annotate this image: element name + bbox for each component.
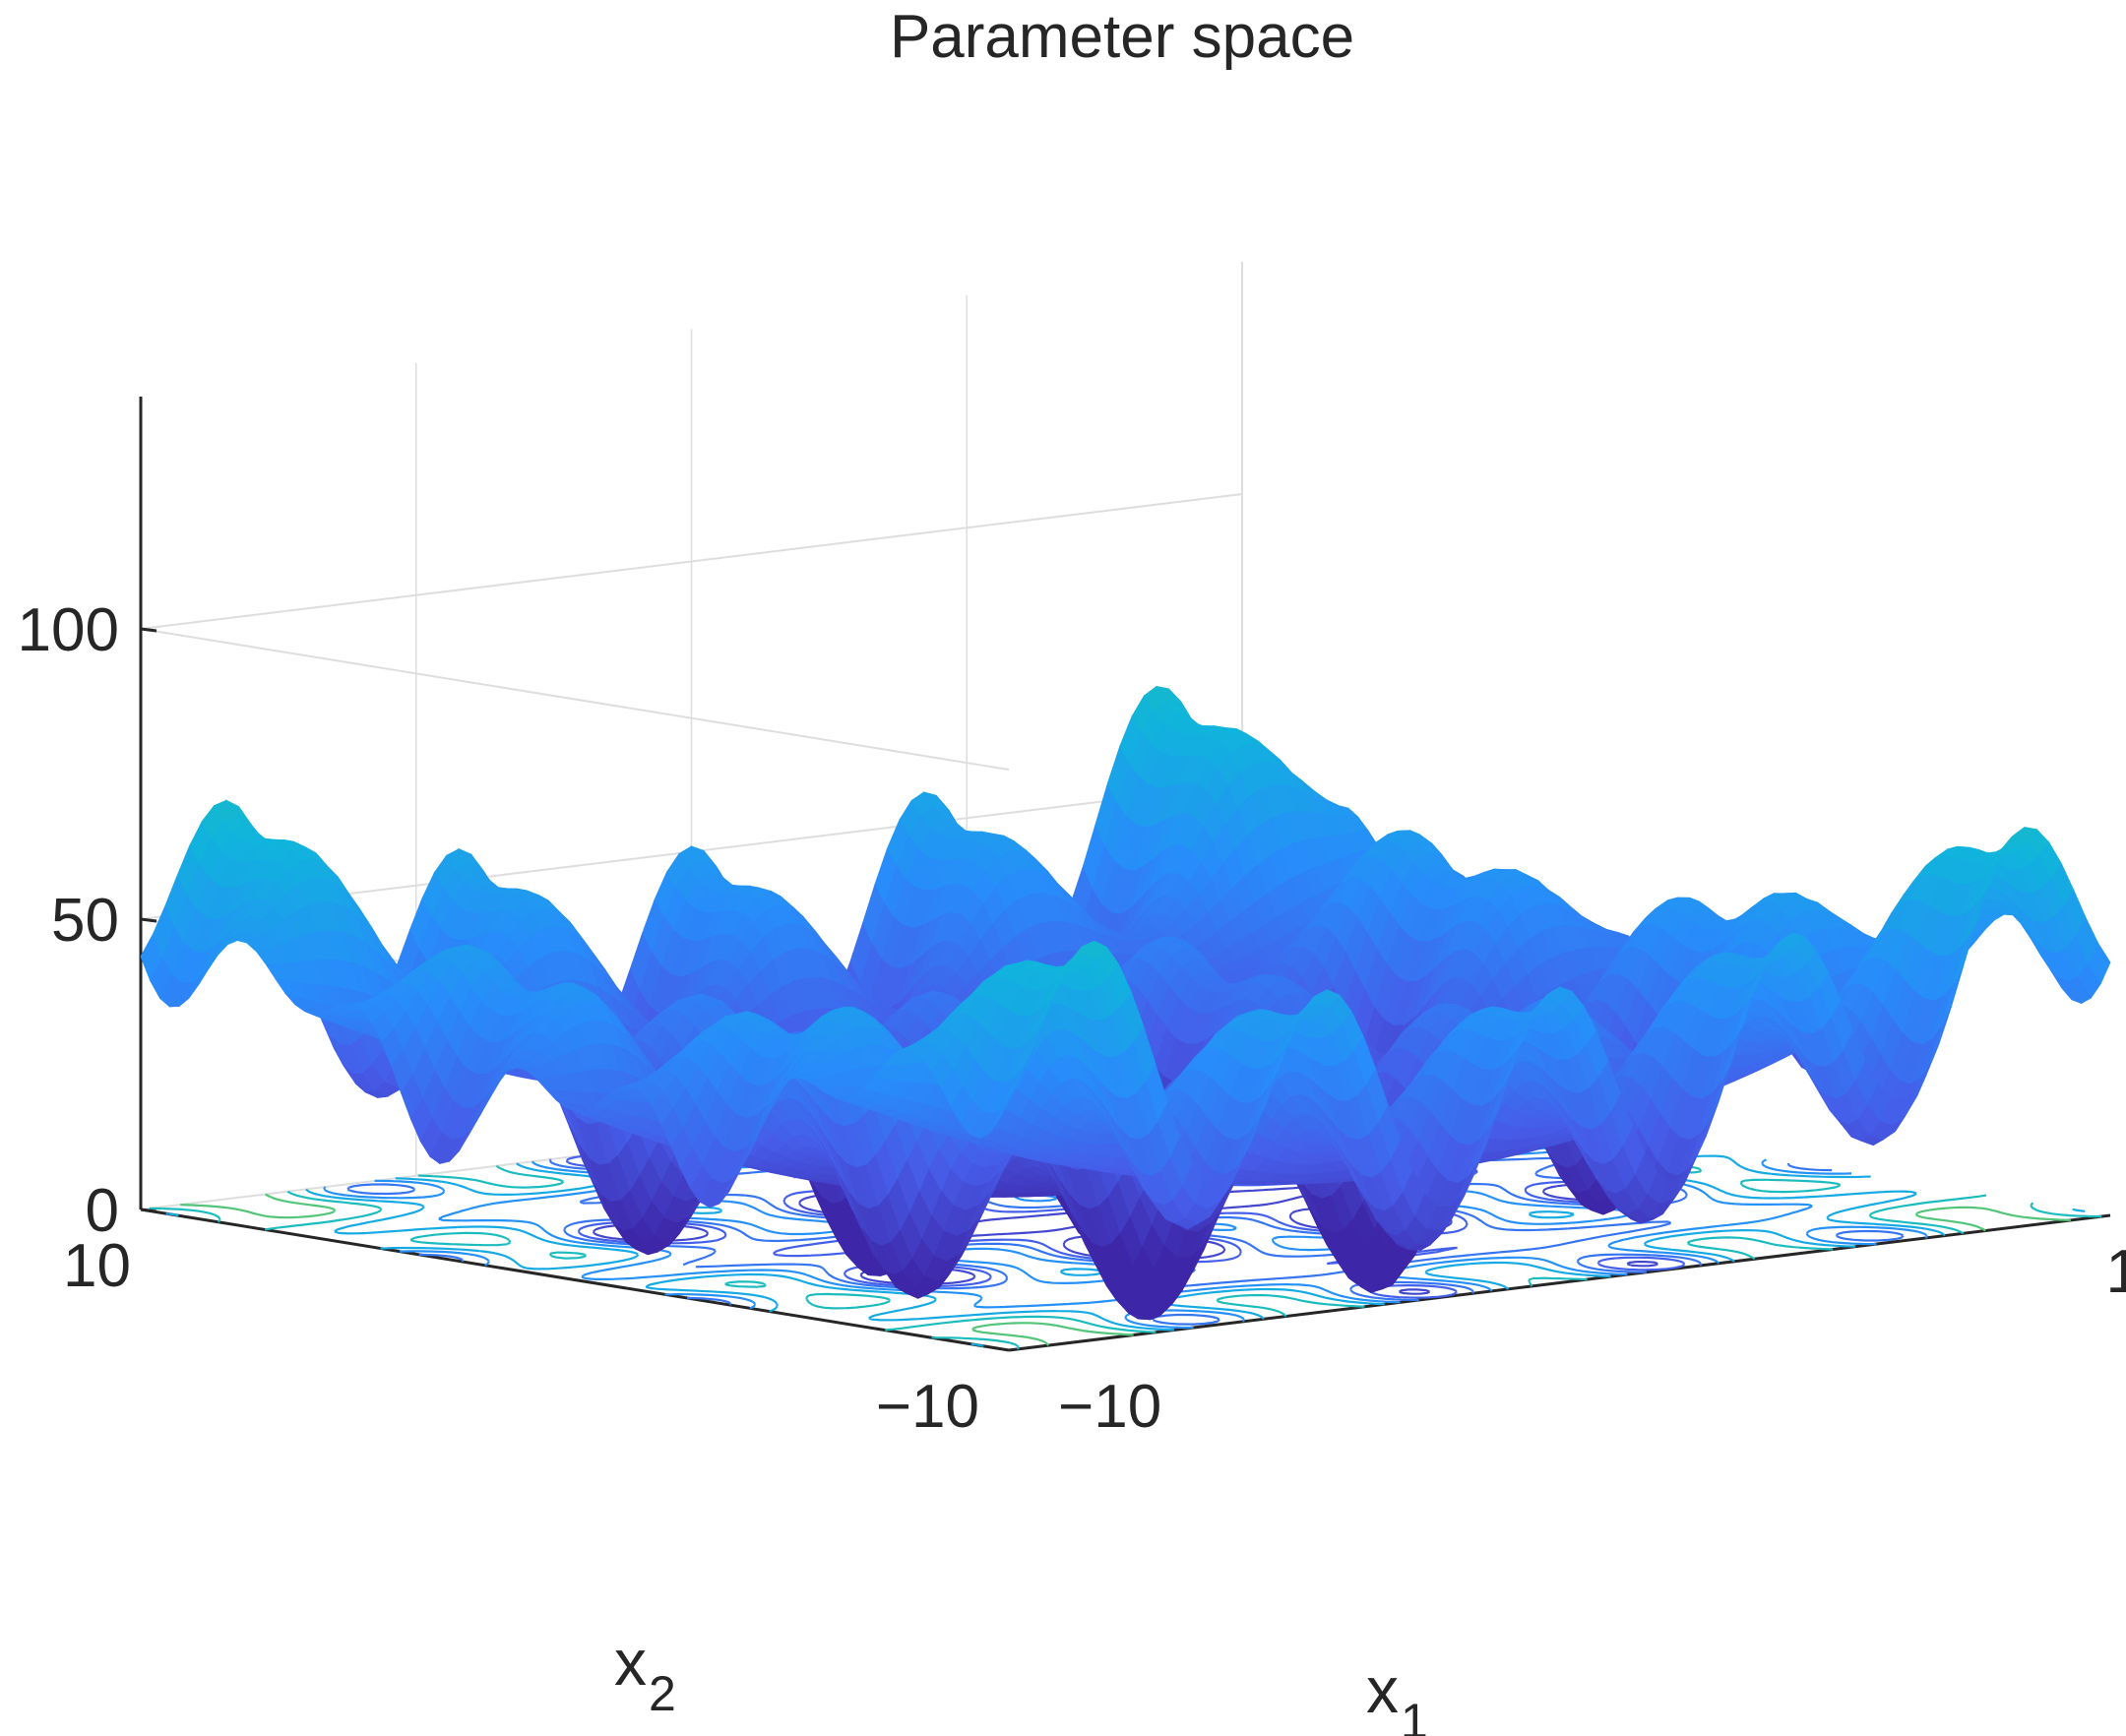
x2-axis-line: [140, 1208, 1010, 1352]
surface: [140, 685, 2111, 1321]
grid-line: [140, 628, 1010, 771]
chart-title: Parameter space: [890, 3, 1354, 71]
